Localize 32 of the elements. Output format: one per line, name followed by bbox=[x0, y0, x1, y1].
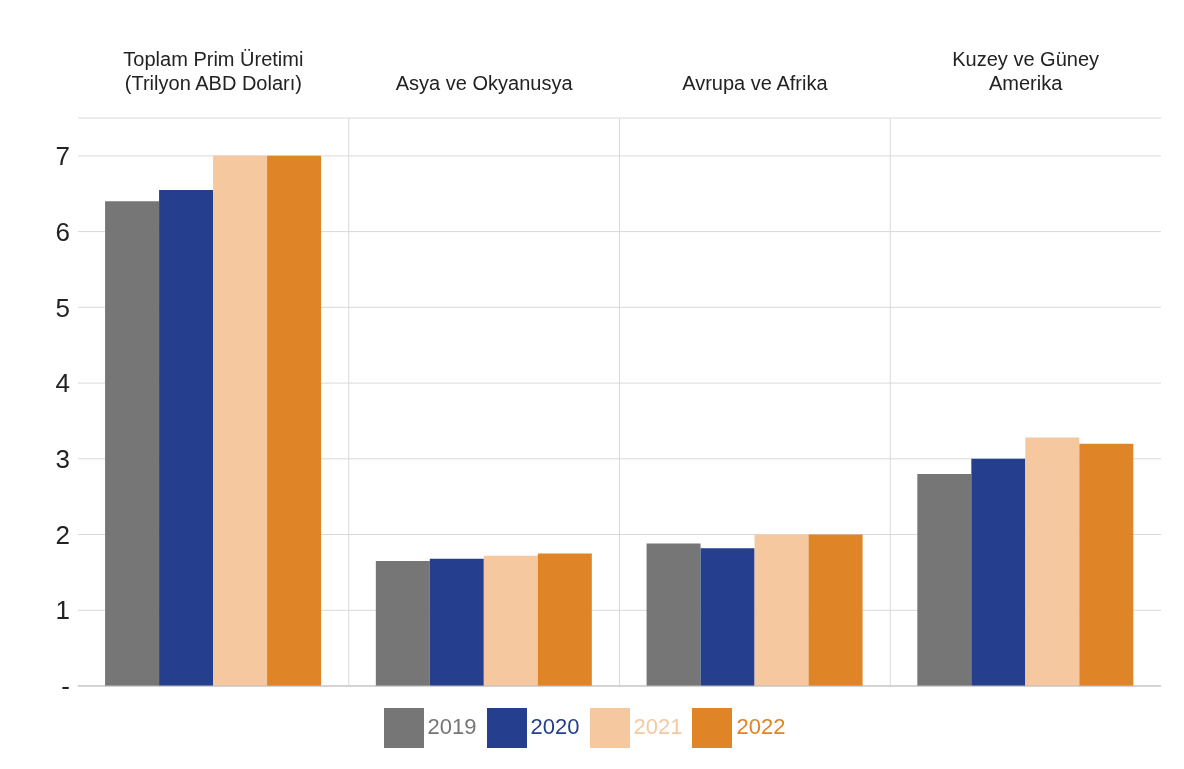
y-tick-label: 7 bbox=[55, 141, 70, 172]
bar bbox=[105, 201, 160, 686]
x-tick-label: Toplam Prim Üretimi (Trilyon ABD Doları) bbox=[123, 48, 304, 94]
y-tick-label: - bbox=[61, 671, 70, 702]
bar bbox=[754, 534, 809, 686]
x-tick-label: Asya ve Okyanusya bbox=[395, 72, 574, 94]
bar bbox=[267, 155, 322, 686]
bar bbox=[1025, 437, 1080, 686]
bar bbox=[1079, 443, 1134, 686]
x-tick-label: Avrupa ve Afrika bbox=[682, 72, 829, 94]
x-tick-label: Kuzey ve Güney Amerika bbox=[952, 48, 1099, 94]
legend-label: 2022 bbox=[736, 713, 786, 739]
bar bbox=[971, 458, 1026, 686]
bar bbox=[159, 189, 214, 686]
y-tick-label: 6 bbox=[55, 216, 70, 247]
bar bbox=[213, 155, 268, 686]
legend-label: 2020 bbox=[530, 713, 580, 739]
bar bbox=[483, 555, 538, 686]
legend-label: 2021 bbox=[633, 713, 683, 739]
bar bbox=[375, 561, 430, 686]
bar bbox=[429, 558, 484, 686]
legend-label: 2019 bbox=[427, 713, 477, 739]
bar bbox=[700, 548, 755, 686]
y-tick-label: 1 bbox=[55, 595, 70, 626]
y-tick-label: 5 bbox=[55, 292, 70, 323]
y-tick-label: 4 bbox=[55, 368, 70, 399]
bar bbox=[537, 553, 592, 686]
bar bbox=[917, 473, 972, 686]
bar bbox=[646, 543, 701, 686]
bar bbox=[808, 534, 863, 686]
y-tick-label: 3 bbox=[55, 444, 70, 475]
y-tick-label: 2 bbox=[55, 519, 70, 550]
